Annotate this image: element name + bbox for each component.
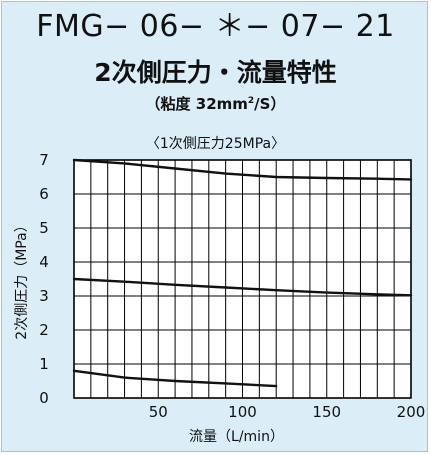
x-tick-label: 100 bbox=[228, 403, 257, 421]
y-tick-label: 3 bbox=[39, 287, 49, 305]
x-tick-label: 200 bbox=[397, 403, 426, 421]
y-tick-label: 0 bbox=[39, 389, 49, 407]
x-axis-label: 流量（L/min） bbox=[189, 429, 284, 445]
y-tick-label: 6 bbox=[39, 185, 49, 203]
y-tick-label: 1 bbox=[39, 355, 49, 373]
x-tick-label: 150 bbox=[312, 403, 341, 421]
condition-prefix: （粘度 32mm bbox=[145, 95, 248, 113]
primary-pressure-annotation: 〈1次側圧力25MPa〉 bbox=[145, 136, 286, 152]
y-tick-label: 5 bbox=[39, 219, 49, 237]
series-layer bbox=[72, 158, 413, 388]
y-axis-label: 2次側圧力（MPa） bbox=[14, 218, 30, 339]
condition-suffix: /S） bbox=[254, 95, 286, 113]
y-tick-label: 4 bbox=[39, 253, 49, 271]
y-tick-label: 2 bbox=[39, 321, 49, 339]
series-line-2 bbox=[72, 277, 413, 297]
series-line-3 bbox=[72, 369, 278, 388]
x-tick-labels: 50 100 150 200 bbox=[149, 403, 426, 421]
series-line-1 bbox=[72, 158, 413, 181]
chart-subtitle: 2次側圧力・流量特性 bbox=[94, 58, 337, 87]
y-tick-labels: 0 1 2 3 4 5 6 7 bbox=[39, 151, 49, 407]
y-tick-label: 7 bbox=[39, 151, 49, 169]
condition-exponent: 2 bbox=[247, 96, 255, 106]
viscosity-condition: （粘度 32mm2/S） bbox=[0, 91, 431, 114]
grid-lines bbox=[74, 160, 411, 398]
x-tick-label: 50 bbox=[149, 403, 168, 421]
chart-title: FMG− 06− ＊− 07− 21 bbox=[36, 9, 395, 44]
